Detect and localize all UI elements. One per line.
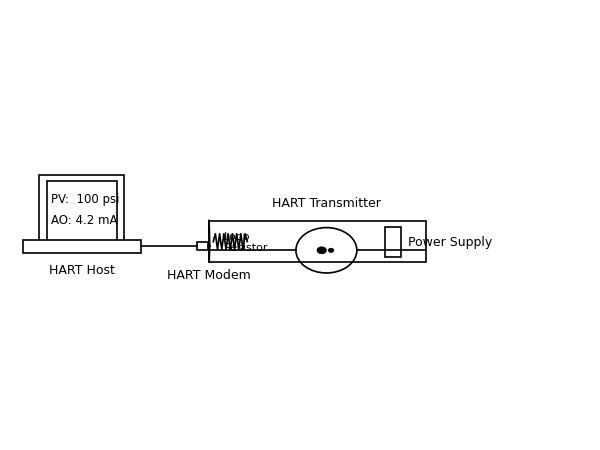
Text: HART Modem: HART Modem xyxy=(167,269,250,282)
Circle shape xyxy=(317,247,326,254)
Circle shape xyxy=(328,248,334,252)
FancyBboxPatch shape xyxy=(47,181,117,245)
FancyBboxPatch shape xyxy=(385,227,401,257)
FancyBboxPatch shape xyxy=(39,175,124,251)
FancyBboxPatch shape xyxy=(23,240,140,253)
Text: HART Transmitter: HART Transmitter xyxy=(272,197,381,210)
FancyBboxPatch shape xyxy=(209,220,426,262)
Text: HART Host: HART Host xyxy=(49,264,115,277)
Text: AO: 4.2 mA: AO: 4.2 mA xyxy=(52,214,118,227)
Text: PV:  100 psi: PV: 100 psi xyxy=(52,193,120,206)
Text: Loop
Resistor: Loop Resistor xyxy=(224,232,268,253)
FancyBboxPatch shape xyxy=(197,242,208,250)
Text: Power Supply: Power Supply xyxy=(409,235,493,248)
